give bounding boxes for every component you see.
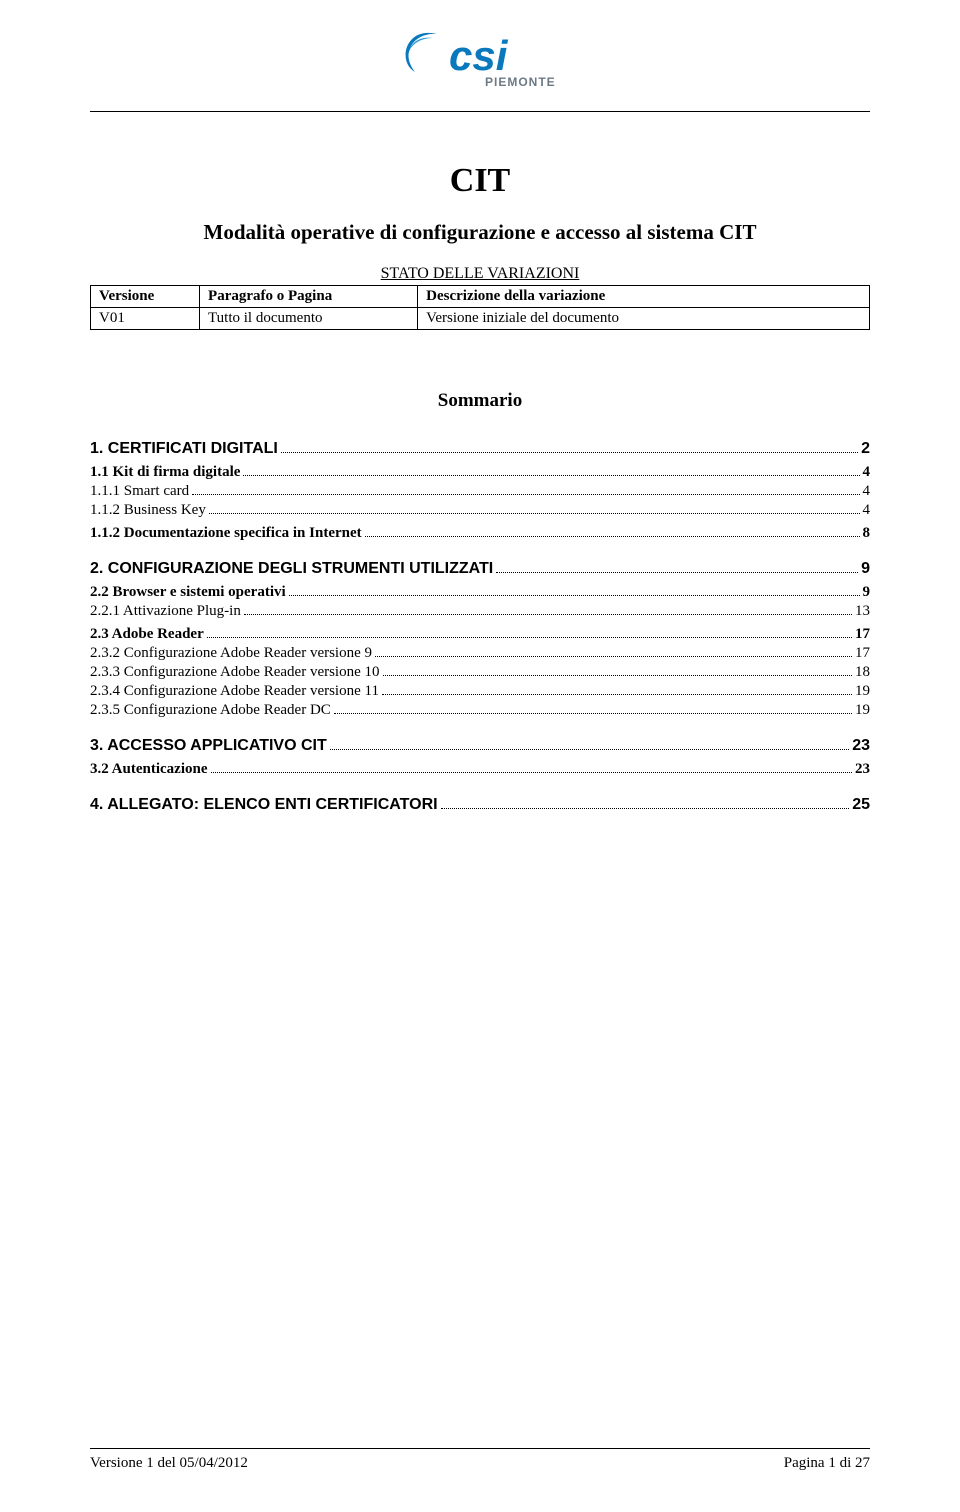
toc-leader: [382, 694, 852, 695]
toc-leader: [330, 749, 849, 750]
toc-page: 17: [855, 626, 870, 643]
document-page: csi PIEMONTE CIT Modalità operative di c…: [0, 0, 960, 1512]
toc-page: 13: [855, 603, 870, 620]
toc-entry: 2.3.4 Configurazione Adobe Reader versio…: [90, 683, 870, 700]
table-header: Descrizione della variazione: [418, 286, 870, 308]
toc-label: 3.2 Autenticazione: [90, 761, 208, 778]
toc-label: 2.3.2 Configurazione Adobe Reader versio…: [90, 645, 372, 662]
document-subtitle: Modalità operative di configurazione e a…: [90, 220, 870, 245]
toc-entry: 3. ACCESSO APPLICATIVO CIT 23: [90, 737, 870, 755]
toc-label: 2. CONFIGURAZIONE DEGLI STRUMENTI UTILIZ…: [90, 560, 493, 578]
toc-entry: 2.3.3 Configurazione Adobe Reader versio…: [90, 664, 870, 681]
toc-entry: 1. CERTIFICATI DIGITALI 2: [90, 440, 870, 458]
table-header: Paragrafo o Pagina: [200, 286, 418, 308]
toc-leader: [334, 713, 852, 714]
sommario-heading: Sommario: [90, 390, 870, 412]
toc-leader: [289, 595, 860, 596]
page-footer: Versione 1 del 05/04/2012 Pagina 1 di 27: [90, 1448, 870, 1472]
toc-entry: 2. CONFIGURAZIONE DEGLI STRUMENTI UTILIZ…: [90, 560, 870, 578]
toc-label: 2.2 Browser e sistemi operativi: [90, 584, 286, 601]
toc-page: 2: [861, 440, 870, 458]
toc-entry: 2.3 Adobe Reader 17: [90, 626, 870, 643]
toc-leader: [281, 452, 858, 453]
table-cell: Tutto il documento: [200, 308, 418, 330]
toc-page: 23: [852, 737, 870, 755]
toc-leader: [496, 572, 858, 573]
toc-leader: [209, 513, 860, 514]
toc-label: 2.3.3 Configurazione Adobe Reader versio…: [90, 664, 380, 681]
toc-label: 1. CERTIFICATI DIGITALI: [90, 440, 278, 458]
toc-leader: [365, 536, 860, 537]
toc-entry: 1.1.2 Business Key 4: [90, 502, 870, 519]
toc-entry: 2.2.1 Attivazione Plug-in 13: [90, 603, 870, 620]
toc-label: 1.1.2 Business Key: [90, 502, 206, 519]
toc-label: 1.1.2 Documentazione specifica in Intern…: [90, 525, 362, 542]
toc-page: 25: [852, 796, 870, 814]
toc-entry: 1.1.2 Documentazione specifica in Intern…: [90, 525, 870, 542]
table-of-contents: 1. CERTIFICATI DIGITALI 2 1.1 Kit di firm…: [90, 422, 870, 814]
table-header-row: Versione Paragrafo o Pagina Descrizione …: [91, 286, 870, 308]
toc-label: 4. ALLEGATO: ELENCO ENTI CERTIFICATORI: [90, 796, 438, 814]
table-header: Versione: [91, 286, 200, 308]
toc-label: 2.3.5 Configurazione Adobe Reader DC: [90, 702, 331, 719]
table-cell: V01: [91, 308, 200, 330]
toc-page: 17: [855, 645, 870, 662]
table-caption: STATO DELLE VARIAZIONI: [90, 265, 870, 283]
toc-page: 23: [855, 761, 870, 778]
header-divider: [90, 111, 870, 112]
toc-leader: [211, 772, 853, 773]
toc-label: 2.2.1 Attivazione Plug-in: [90, 603, 241, 620]
toc-entry: 4. ALLEGATO: ELENCO ENTI CERTIFICATORI 25: [90, 796, 870, 814]
toc-leader: [441, 808, 850, 809]
toc-leader: [375, 656, 852, 657]
footer-page-number: Pagina 1 di 27: [784, 1455, 870, 1472]
toc-entry: 1.1.1 Smart card 4: [90, 483, 870, 500]
toc-page: 19: [855, 683, 870, 700]
toc-page: 4: [863, 483, 871, 500]
toc-label: 1.1.1 Smart card: [90, 483, 189, 500]
variazioni-table: Versione Paragrafo o Pagina Descrizione …: [90, 285, 870, 330]
toc-entry: 2.3.5 Configurazione Adobe Reader DC 19: [90, 702, 870, 719]
toc-page: 4: [863, 464, 871, 481]
toc-leader: [207, 637, 852, 638]
toc-entry: 2.2 Browser e sistemi operativi 9: [90, 584, 870, 601]
toc-label: 2.3.4 Configurazione Adobe Reader versio…: [90, 683, 379, 700]
toc-leader: [243, 475, 859, 476]
toc-label: 2.3 Adobe Reader: [90, 626, 204, 643]
toc-page: 9: [861, 560, 870, 578]
table-cell: Versione iniziale del documento: [418, 308, 870, 330]
document-title: CIT: [90, 162, 870, 200]
toc-entry: 1.1 Kit di firma digitale 4: [90, 464, 870, 481]
toc-leader: [192, 494, 859, 495]
toc-leader: [383, 675, 852, 676]
toc-page: 8: [863, 525, 871, 542]
csi-piemonte-logo: csi PIEMONTE: [395, 30, 565, 94]
toc-page: 9: [863, 584, 871, 601]
toc-page: 18: [855, 664, 870, 681]
svg-text:PIEMONTE: PIEMONTE: [485, 75, 556, 89]
page-header: csi PIEMONTE: [90, 30, 870, 105]
toc-entry: 2.3.2 Configurazione Adobe Reader versio…: [90, 645, 870, 662]
svg-text:csi: csi: [449, 32, 509, 79]
footer-version: Versione 1 del 05/04/2012: [90, 1455, 248, 1472]
toc-label: 1.1 Kit di firma digitale: [90, 464, 240, 481]
toc-page: 19: [855, 702, 870, 719]
footer-divider: [90, 1448, 870, 1449]
toc-label: 3. ACCESSO APPLICATIVO CIT: [90, 737, 327, 755]
toc-entry: 3.2 Autenticazione 23: [90, 761, 870, 778]
toc-leader: [244, 614, 852, 615]
table-row: V01 Tutto il documento Versione iniziale…: [91, 308, 870, 330]
toc-page: 4: [863, 502, 871, 519]
